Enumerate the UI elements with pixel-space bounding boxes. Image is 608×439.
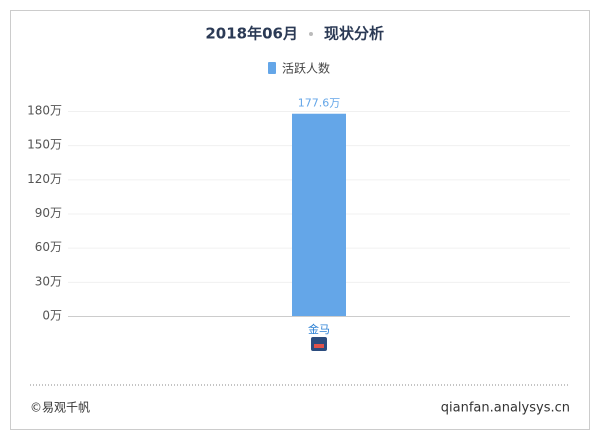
legend-label: 活跃人数 [282,61,330,76]
y-tick-label: 30万 [35,274,62,288]
y-tick-label: 90万 [35,206,62,220]
y-tick-label: 0万 [42,309,62,323]
footer-left: ©易观千帆 [30,400,90,415]
chart-title: 2018年06月 [205,25,298,43]
legend-swatch [268,62,276,74]
footer-right: qianfan.analysys.cn [441,401,570,416]
value-label: 177.6万 [298,97,341,110]
chart-subtitle: 现状分析 [324,25,384,43]
separator [309,32,313,36]
x-tick-label: 金马 [308,322,330,336]
y-tick-label: 180万 [27,104,62,118]
y-tick-label: 120万 [27,172,62,186]
y-tick-label: 60万 [35,240,62,254]
bar [292,113,346,316]
y-tick-label: 150万 [27,138,62,152]
app-icon-detail [314,344,324,348]
